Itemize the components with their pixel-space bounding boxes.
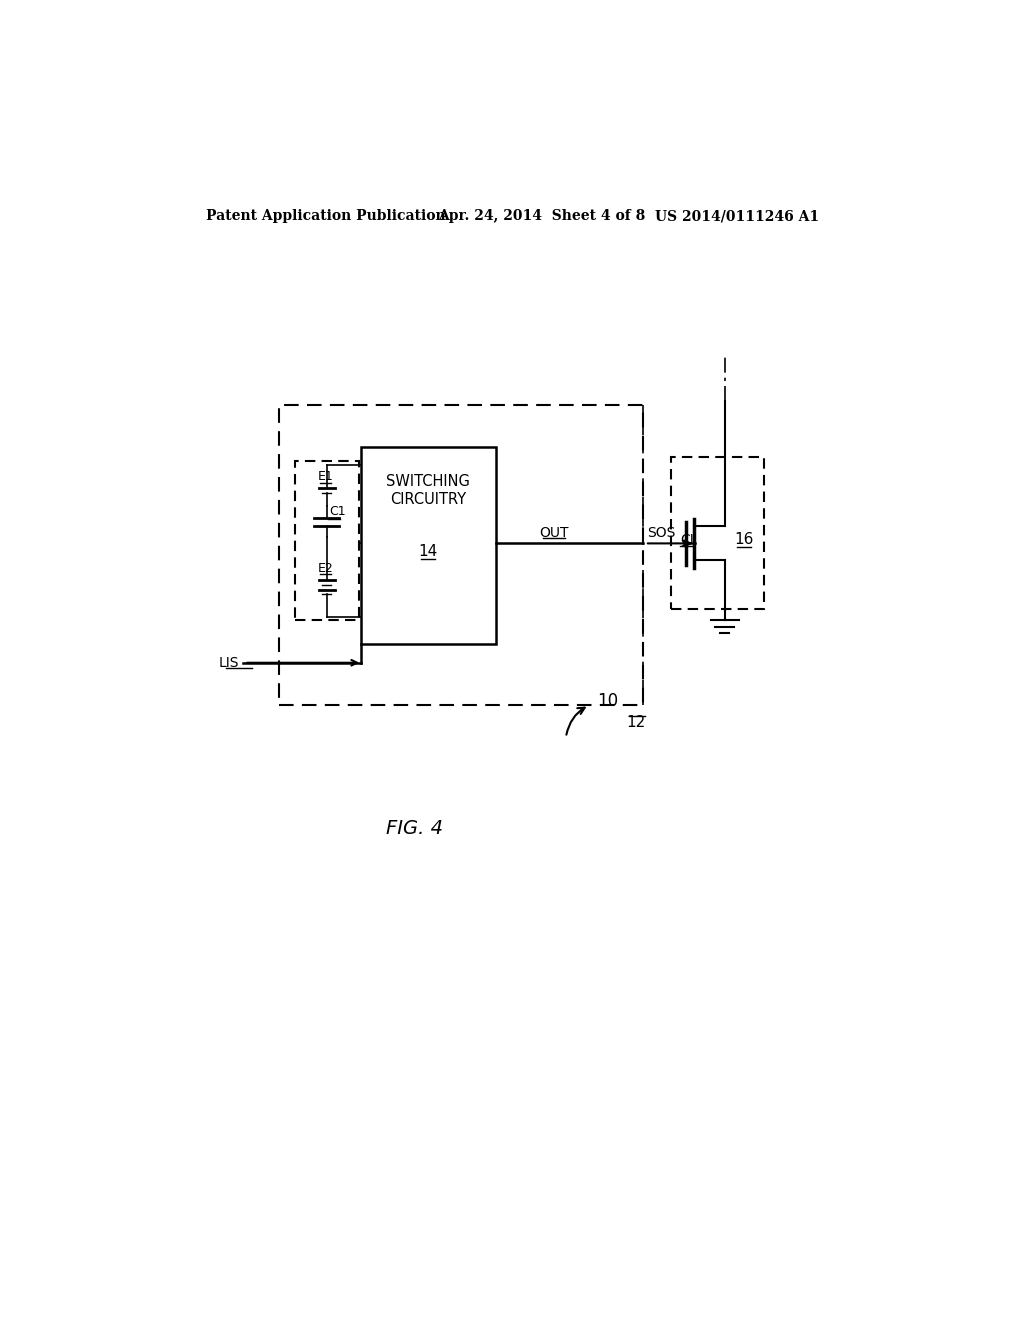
Bar (295, 461, 359, 620)
Text: CIRCUITRY: CIRCUITRY (390, 492, 466, 507)
Text: 10: 10 (597, 692, 618, 710)
Text: SOS: SOS (647, 525, 676, 540)
Text: E1: E1 (317, 470, 333, 483)
Bar (360, 447, 496, 644)
Text: 16: 16 (734, 532, 754, 546)
Bar (671, 457, 764, 609)
Text: E2: E2 (317, 561, 333, 574)
Text: CI: CI (680, 532, 693, 546)
Text: 12: 12 (626, 714, 645, 730)
Text: Patent Application Publication: Patent Application Publication (206, 209, 445, 223)
Text: FIG. 4: FIG. 4 (386, 818, 443, 838)
Text: C1: C1 (329, 506, 346, 519)
Text: US 2014/0111246 A1: US 2014/0111246 A1 (655, 209, 819, 223)
Text: SWITCHING: SWITCHING (386, 474, 470, 490)
Text: LIS: LIS (218, 656, 239, 669)
Bar (280, 405, 643, 705)
Text: Apr. 24, 2014  Sheet 4 of 8: Apr. 24, 2014 Sheet 4 of 8 (438, 209, 645, 223)
Text: 14: 14 (419, 544, 438, 558)
Text: OUT: OUT (540, 525, 569, 540)
